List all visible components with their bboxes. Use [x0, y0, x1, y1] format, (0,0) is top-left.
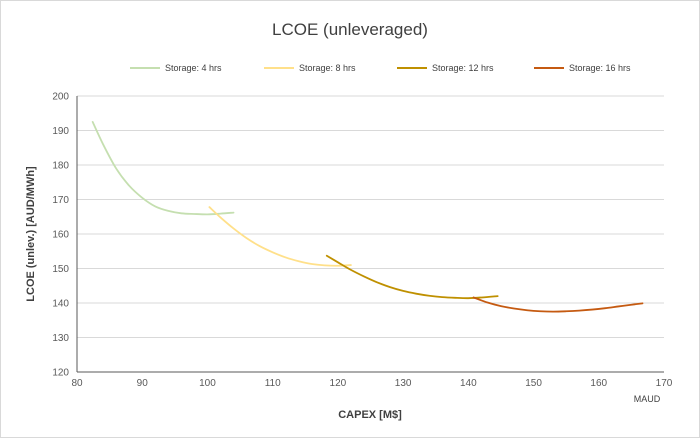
legend-swatch-storage-8-hrs [264, 67, 294, 69]
series-line-storage-16-hrs [472, 296, 644, 313]
x-tick-label-90: 90 [137, 378, 149, 389]
x-axis-title: CAPEX [M$] [338, 409, 402, 421]
y-tick-label-190: 190 [52, 126, 69, 137]
y-axis-title: LCOE (unlev.) [AUD/MWh] [25, 166, 37, 302]
x-unit-label: MAUD [634, 394, 661, 404]
x-tick-label-100: 100 [199, 378, 216, 389]
y-tick-label-180: 180 [52, 161, 69, 172]
legend-swatch-storage-4-hrs [130, 67, 160, 69]
series-line-storage-4-hrs [91, 120, 235, 216]
x-tick-label-150: 150 [525, 378, 542, 389]
legend-swatch-storage-16-hrs [534, 67, 564, 69]
x-tick-label-110: 110 [265, 378, 281, 389]
legend-swatch-storage-12-hrs [397, 67, 427, 69]
legend-item-storage-16-hrs: Storage: 16 hrs [534, 60, 631, 76]
legend-item-storage-4-hrs: Storage: 4 hrs [130, 60, 222, 76]
legend-label-storage-8-hrs: Storage: 8 hrs [299, 63, 356, 73]
legend-item-storage-12-hrs: Storage: 12 hrs [397, 60, 494, 76]
legend-label-storage-4-hrs: Storage: 4 hrs [165, 63, 222, 73]
x-tick-label-120: 120 [330, 378, 347, 389]
axes [76, 96, 664, 373]
x-tick-label-140: 140 [460, 378, 477, 389]
y-tick-label-130: 130 [52, 333, 69, 344]
x-tick-label-160: 160 [590, 378, 607, 389]
y-tick-label-160: 160 [52, 230, 69, 241]
legend-item-storage-8-hrs: Storage: 8 hrs [264, 60, 356, 76]
y-tick-label-170: 170 [52, 195, 69, 206]
gridlines [77, 95, 664, 338]
series-lines [91, 120, 644, 313]
y-tick-label-120: 120 [52, 368, 69, 379]
y-tick-label-140: 140 [52, 299, 69, 310]
legend-label-storage-16-hrs: Storage: 16 hrs [569, 63, 631, 73]
y-tick-label-200: 200 [52, 92, 69, 103]
chart-title: LCOE (unleveraged) [272, 20, 428, 39]
tick-labels: 120 130 140 150 160 170 180 190 200 80 90 100 110 120… [52, 92, 672, 390]
series-line-storage-8-hrs [208, 206, 352, 267]
legend-label-storage-12-hrs: Storage: 12 hrs [432, 63, 494, 73]
x-tick-label-170: 170 [656, 378, 673, 389]
x-tick-label-130: 130 [395, 378, 412, 389]
y-tick-label-150: 150 [52, 264, 69, 275]
series-line-storage-12-hrs [325, 254, 499, 300]
x-tick-label-80: 80 [71, 378, 83, 389]
legend: Storage: 4 hrs Storage: 8 hrs Storage: 1… [0, 60, 700, 76]
